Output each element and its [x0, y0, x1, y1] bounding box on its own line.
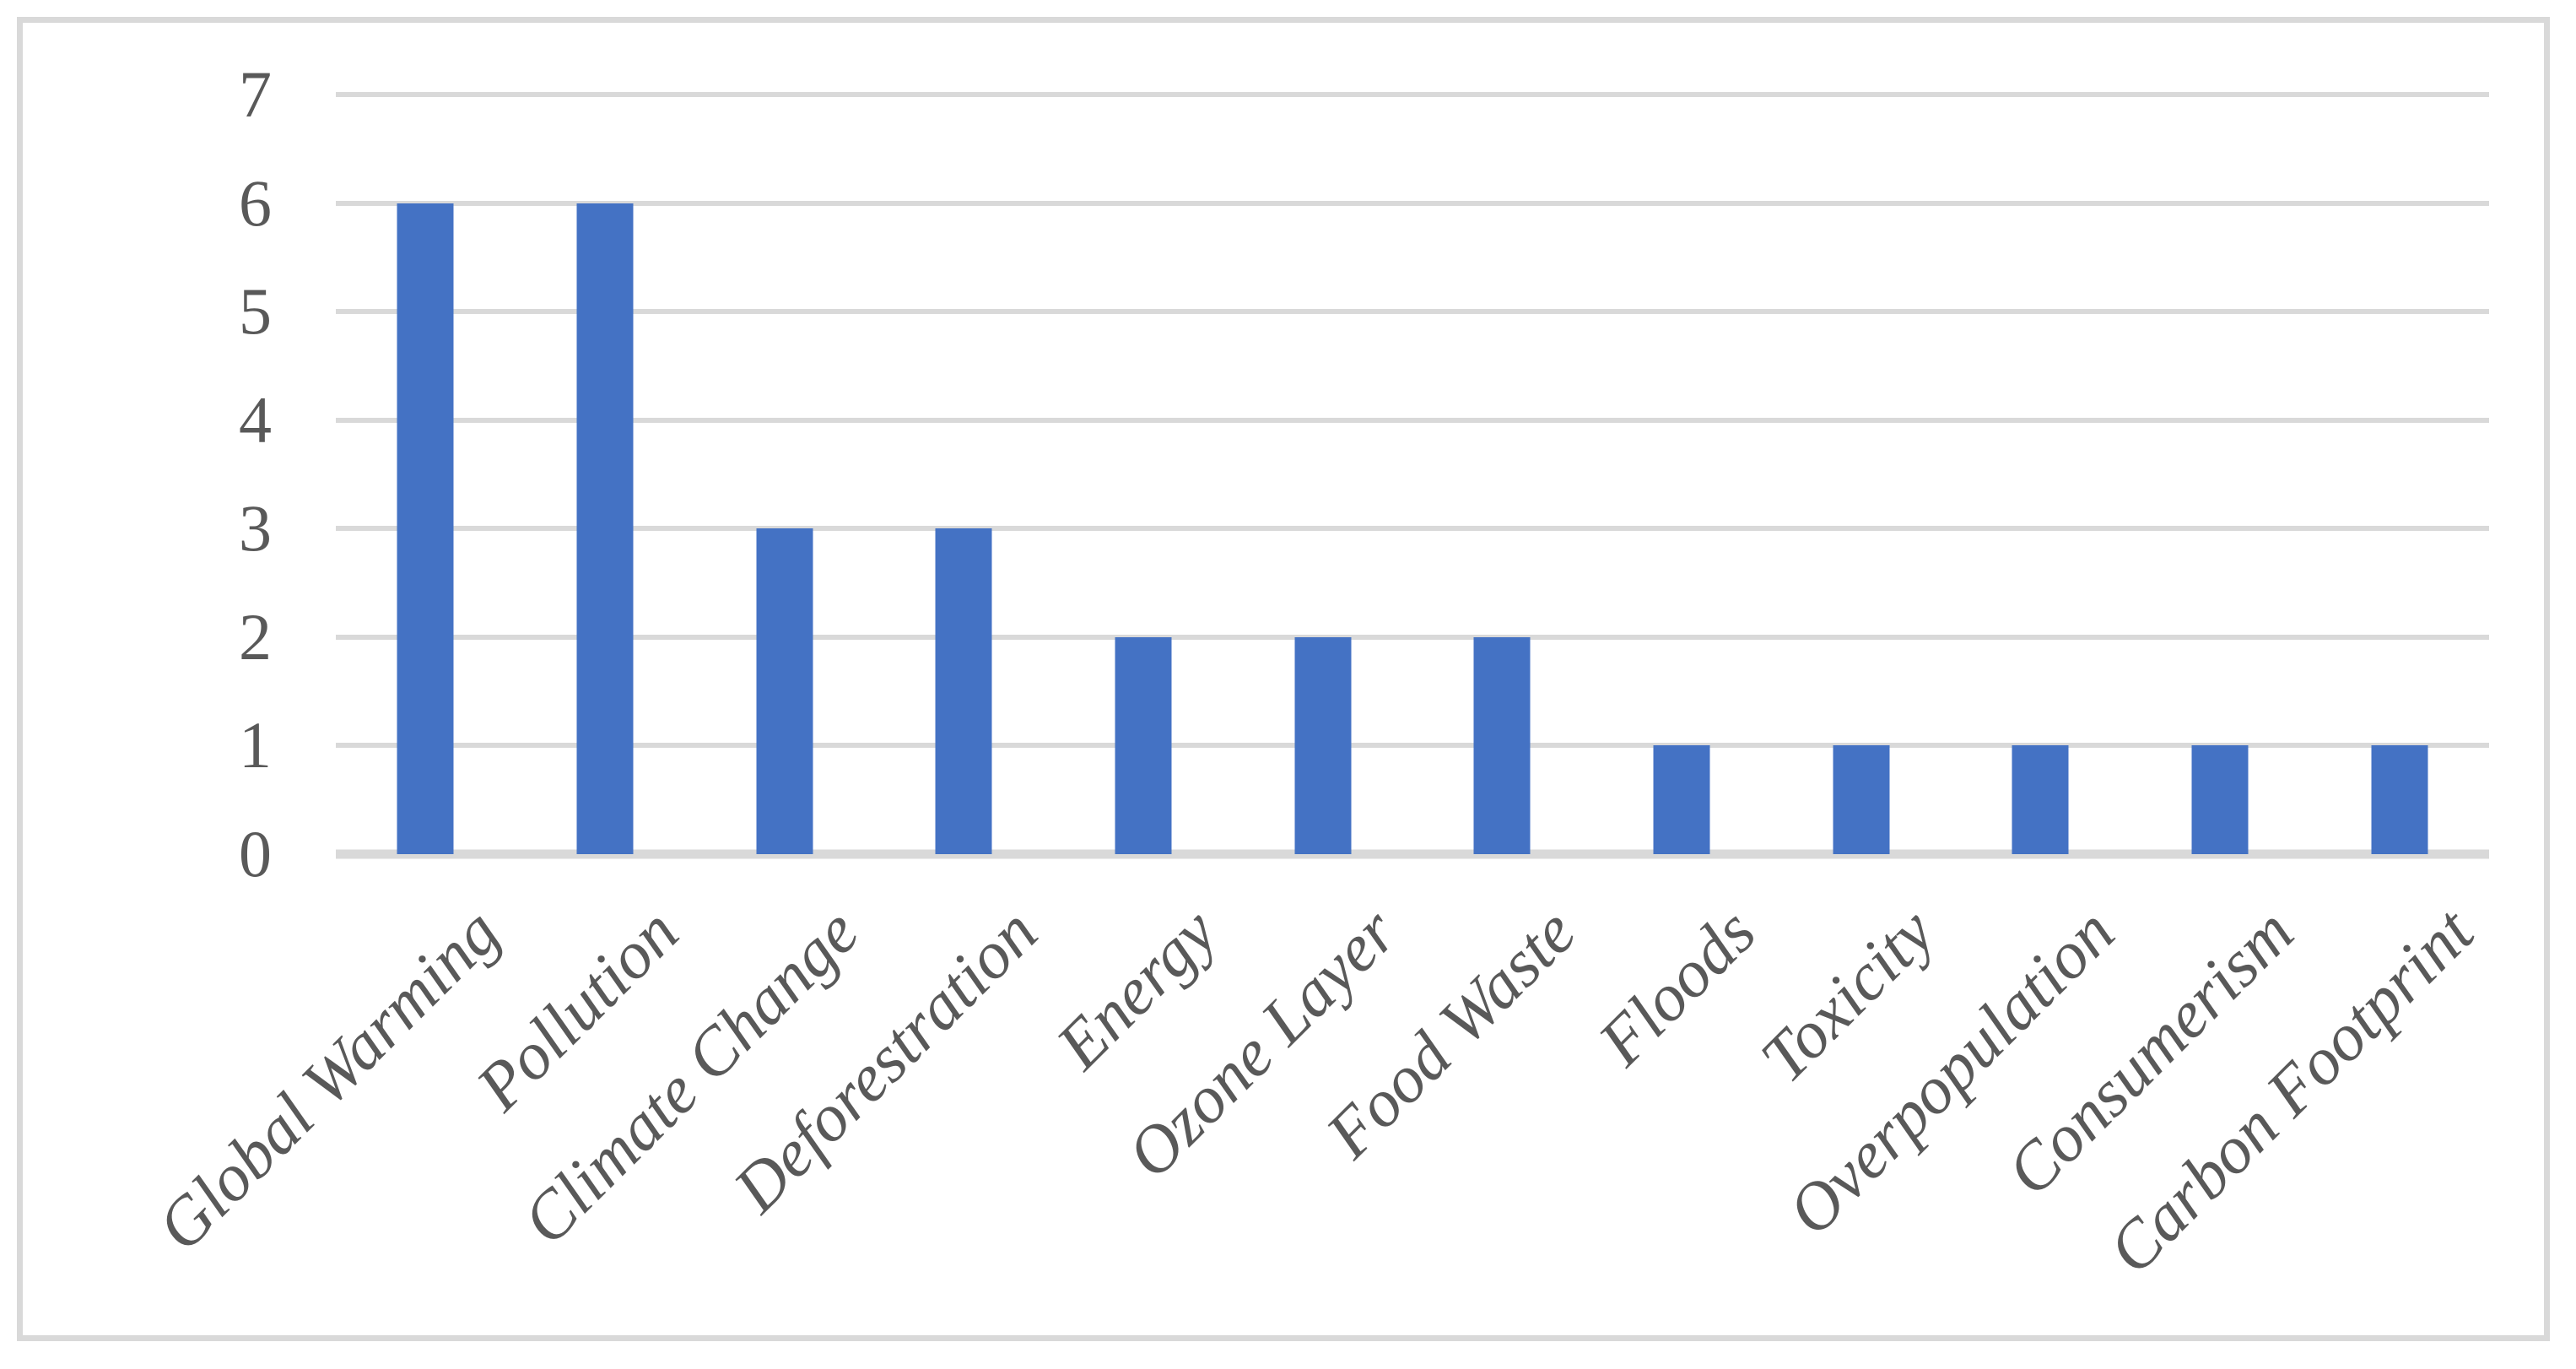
gridline [336, 634, 2489, 640]
plot-area [336, 92, 2489, 859]
bar-slot [336, 95, 516, 854]
x-axis-line [336, 849, 2489, 859]
bar-slot [2309, 95, 2489, 854]
x-category-label: Floods [1584, 895, 1770, 1080]
x-label-slot: Carbon Footprint [2094, 854, 2489, 1348]
bar-slot [516, 95, 695, 854]
bar-overpopulation [2012, 745, 2069, 854]
bar-slot [694, 95, 874, 854]
bar-pollution [576, 203, 634, 854]
bar-carbon-footprint [2371, 745, 2428, 854]
gridline [336, 200, 2489, 206]
x-label-slot: Food Waste [1313, 854, 1592, 1348]
bar-climate-change [756, 528, 813, 854]
bar-global-warming [397, 203, 454, 854]
bar-slot [1412, 95, 1592, 854]
bar-floods [1653, 745, 1710, 854]
bar-consumerism [2191, 745, 2249, 854]
bar-slot [874, 95, 1054, 854]
bar-ozone-layer [1294, 636, 1352, 854]
x-label-slot: Global Warming [143, 854, 516, 1348]
gridline [336, 526, 2489, 532]
gridline [336, 743, 2489, 749]
gridline [336, 92, 2489, 97]
gridline [336, 309, 2489, 315]
bar-slot [1054, 95, 1234, 854]
bar-slot [1592, 95, 1772, 854]
bar-toxicity [1833, 745, 1890, 854]
bar-slot [1951, 95, 2130, 854]
bar-food-waste [1473, 636, 1531, 854]
x-axis: Global Warming Pollution Climate Change Def… [143, 854, 2489, 1348]
bars-layer [336, 95, 2489, 854]
bar-slot [2130, 95, 2310, 854]
bar-slot [1233, 95, 1412, 854]
gridline [336, 417, 2489, 423]
bar-slot [1771, 95, 1951, 854]
x-label-slot: Deforestration [720, 854, 1054, 1348]
bar-deforestration [935, 528, 992, 854]
x-label-slot: Floods [1585, 854, 1772, 1348]
bar-energy [1115, 636, 1172, 854]
